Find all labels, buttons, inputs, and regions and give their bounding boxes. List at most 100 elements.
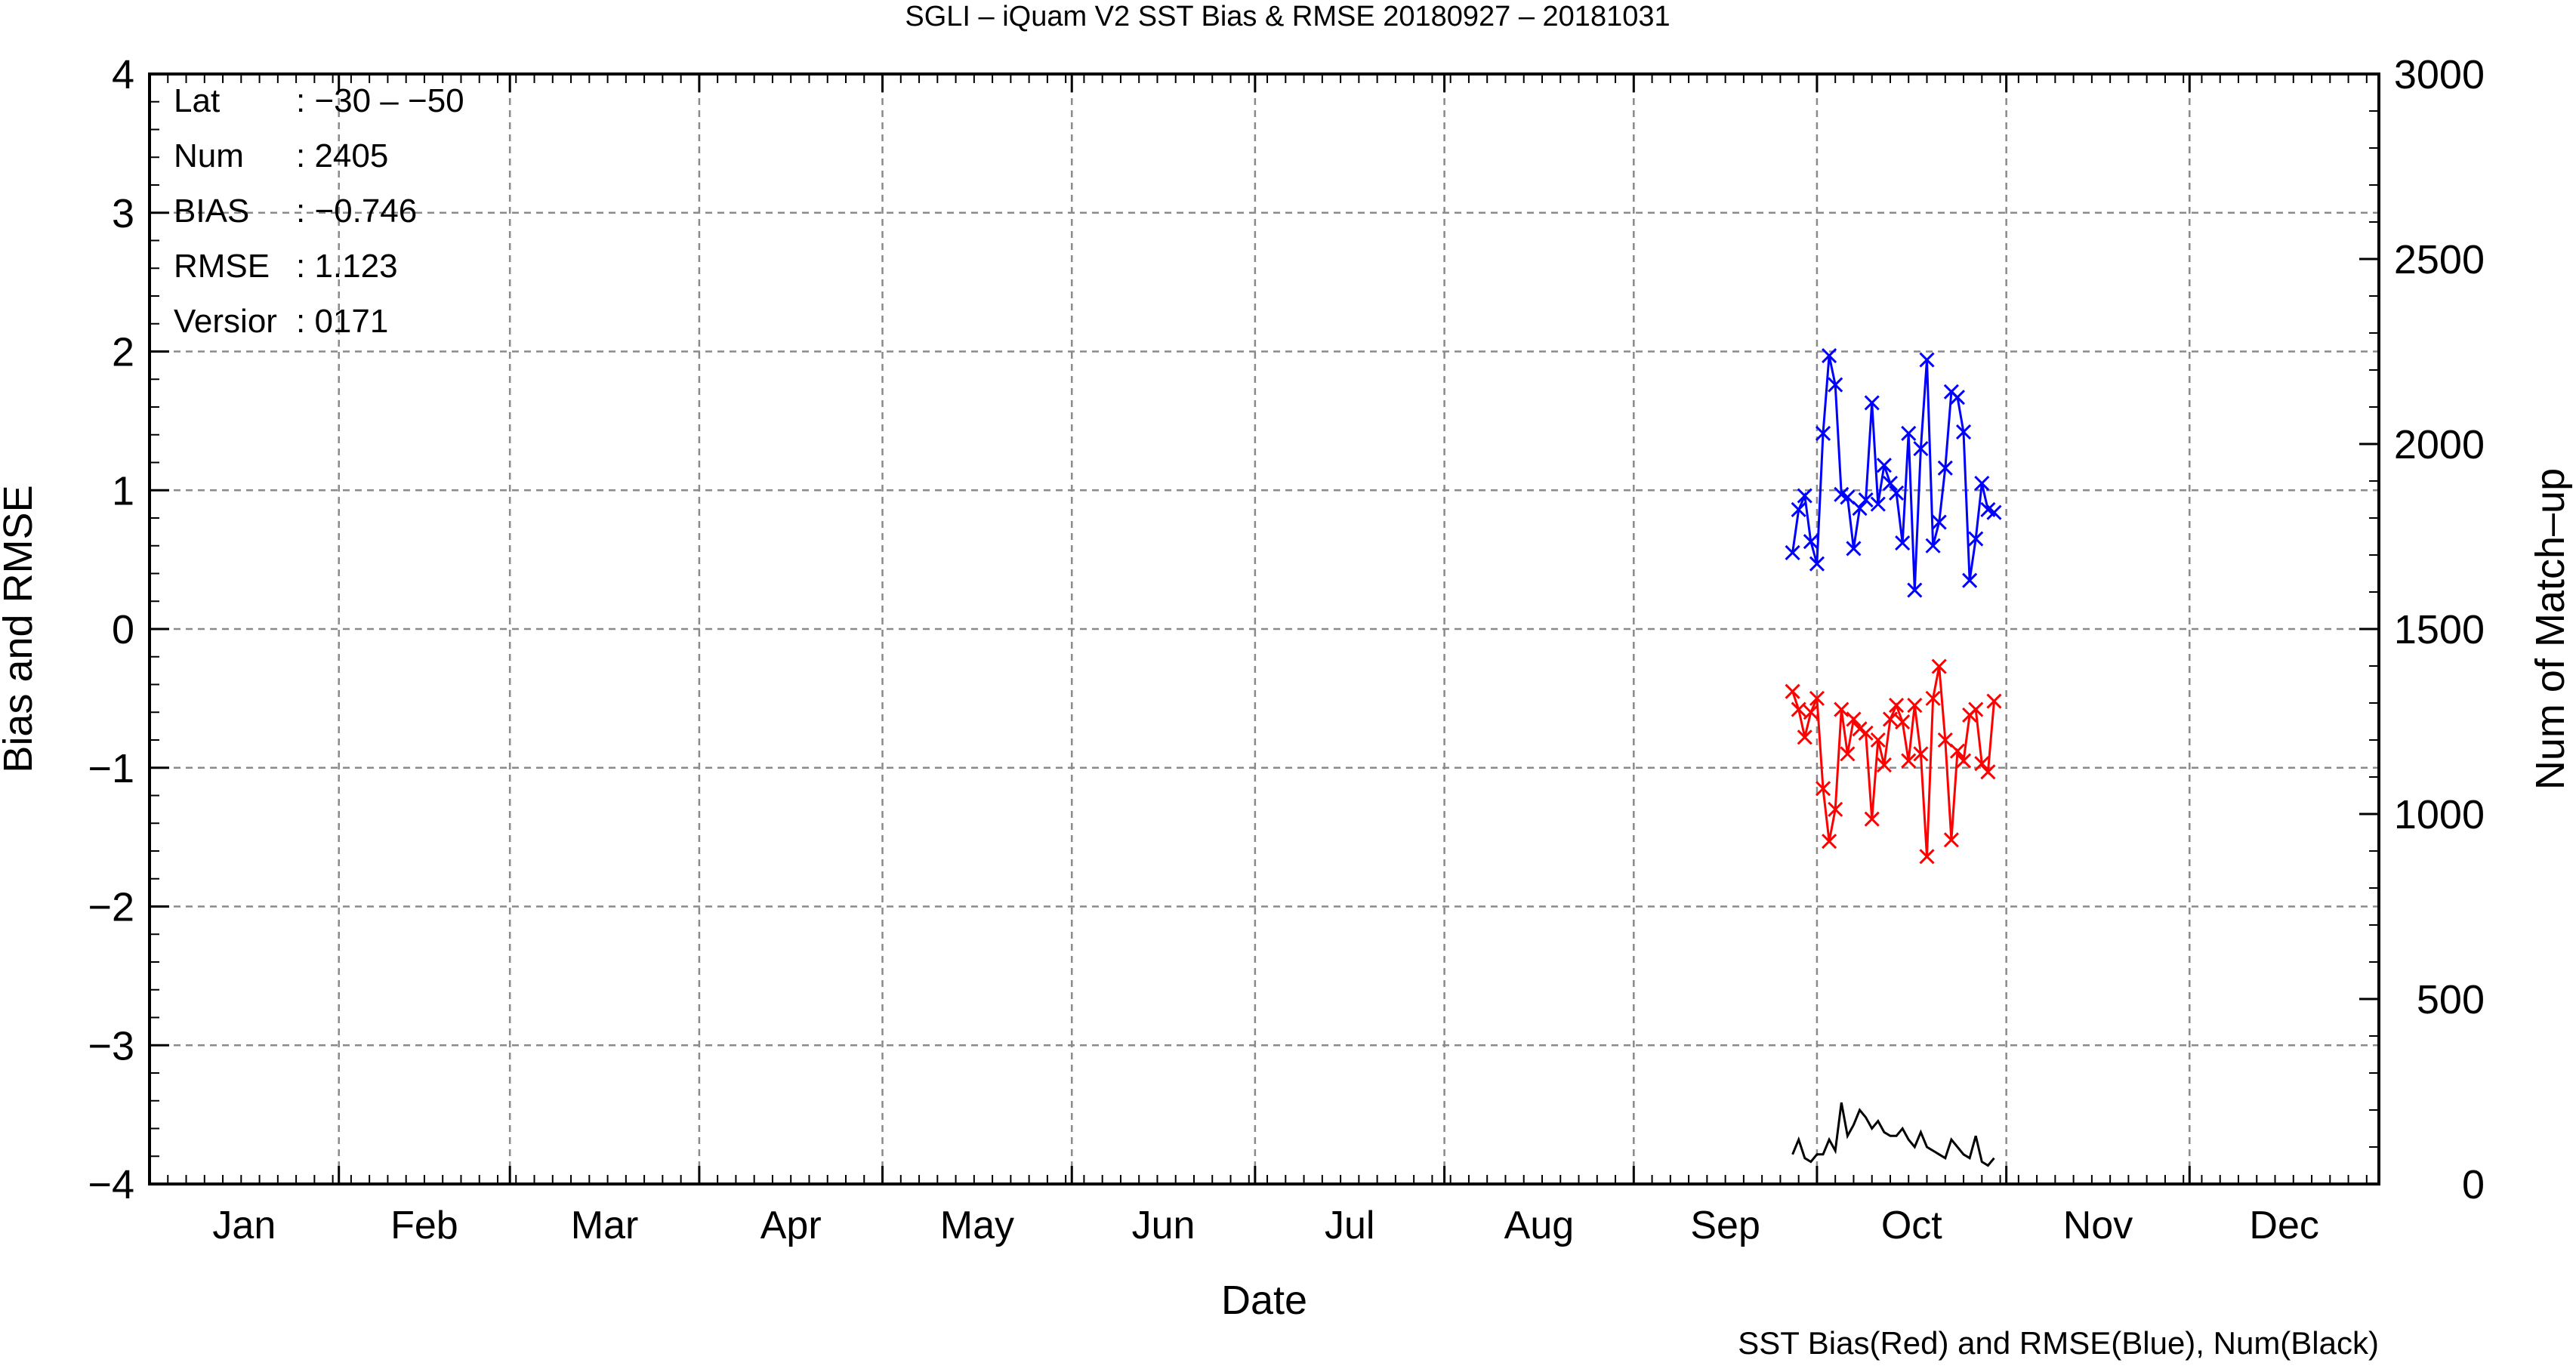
x-tick-label: May [940,1204,1014,1247]
data-point-rmse [1822,347,1837,364]
marker-stroke [1901,753,1917,769]
y-left-axis: −4 −3 −2 −1 0 1 2 3 4 [88,52,169,1207]
data-point-bias [1803,705,1819,720]
y-left-axis-label: Bias and RMSE [0,485,41,772]
data-point-rmse [1895,535,1911,551]
marker-stroke [1913,746,1929,762]
series-line-num [1791,1102,1995,1167]
marker-stroke [1828,801,1843,817]
data-point-bias [1925,690,1941,706]
info-label: Versior [174,303,277,340]
y-right-axis-label: Num of Match–up [2528,468,2573,790]
data-point-rmse [1974,476,1990,492]
x-tick-label: Apr [760,1204,822,1247]
info-value: : 2405 [296,137,388,174]
x-tick-label: Jun [1132,1204,1195,1247]
marker-stroke [1937,460,1953,476]
y-left-tick-label: −1 [88,746,134,791]
marker-stroke [1919,352,1935,368]
data-point-bias [1955,753,1972,769]
grid-lines [150,74,2379,1184]
marker-stroke [1834,701,1849,717]
marker-stroke [1797,729,1812,745]
x-tick-label: Jan [212,1204,276,1247]
marker-stroke [1870,496,1886,512]
data-point-bias [1974,756,1990,772]
marker-stroke [1889,485,1905,501]
x-tick-label: Dec [2249,1204,2318,1247]
data-point-bias [1931,658,1947,674]
marker-stroke [1949,743,1966,759]
data-point-rmse [1840,489,1856,505]
y-right-tick-label: 3000 [2394,52,2485,97]
data-point-rmse [1870,496,1886,512]
data-point-rmse [1803,534,1819,550]
marker-stroke [1925,538,1941,553]
marker-stroke [1889,698,1905,714]
data-point-bias [1882,711,1899,727]
data-point-rmse [1968,531,1984,547]
info-value: : −30 – −50 [296,82,464,119]
series-line-rmse [1791,355,1995,590]
y-left-tick-label: 1 [112,468,134,513]
marker-stroke [1986,693,2002,709]
data-point-bias [1913,746,1929,762]
marker-stroke [1925,690,1941,706]
marker-stroke [1828,377,1843,393]
info-value: : −0.746 [296,193,417,230]
marker-stroke [1846,711,1862,727]
marker-stroke [1846,541,1862,557]
y-left-tick-label: 3 [112,191,134,236]
data-point-bias [1858,725,1874,741]
data-point-bias [1815,781,1831,797]
data-point-rmse [1901,425,1917,441]
data-point-bias [1986,693,2002,709]
data-point-rmse [1797,488,1812,504]
y-right-tick-label: 500 [2417,977,2485,1022]
marker-stroke [1968,701,1984,717]
data-point-rmse [1907,582,1923,598]
marker-stroke [1931,658,1947,674]
data-point-rmse [1815,425,1831,441]
info-label: Num [174,137,244,174]
marker-stroke [1980,764,1996,780]
info-label: Lat [174,82,220,119]
marker-stroke [1791,701,1806,717]
y-left-tick-label: −4 [88,1162,134,1207]
marker-stroke [1974,756,1990,772]
data-point-rmse [1809,556,1825,572]
x-axis: Jan Feb Mar Apr May Jun Jul Aug Sep Oct Nov Dec [148,74,2380,1247]
marker-stroke [1815,781,1831,797]
y-right-tick-label: 1500 [2394,607,2485,652]
marker-stroke [1968,531,1984,547]
marker-stroke [1785,683,1800,699]
data-point-bias [1980,764,1996,780]
data-point-rmse [1882,476,1899,492]
data-point-rmse [1785,544,1800,560]
data-point-rmse [1858,492,1874,508]
data-point-bias [1834,701,1849,717]
y-left-tick-label: 2 [112,330,134,375]
info-value: : 0171 [296,303,388,340]
marker-stroke [1815,425,1831,441]
data-point-bias [1864,811,1880,827]
marker-stroke [1870,732,1886,748]
data-point-rmse [1925,538,1941,553]
data-point-rmse [1852,501,1868,516]
data-point-bias [1889,698,1905,714]
marker-stroke [1974,476,1990,492]
data-point-bias [1968,701,1984,717]
marker-stroke [1840,746,1856,762]
data-point-rmse [1955,424,1972,440]
data-point-bias [1895,714,1911,730]
data-point-rmse [1876,458,1892,473]
data-point-rmse [1962,572,1978,588]
data-point-rmse [1937,460,1953,476]
marker-stroke [1907,582,1923,598]
data-point-bias [1901,753,1917,769]
y-left-tick-label: −3 [88,1023,134,1068]
marker-stroke [1803,705,1819,720]
plot-frame [148,72,2380,1186]
marker-stroke [1834,486,1849,502]
data-point-bias [1907,698,1923,714]
